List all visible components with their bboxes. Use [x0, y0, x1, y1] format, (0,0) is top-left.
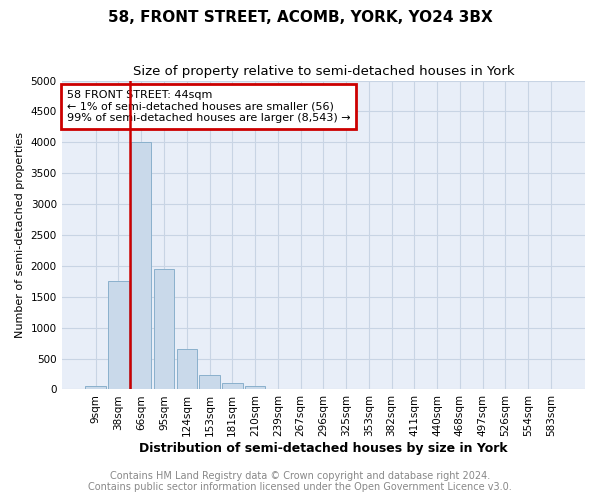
Bar: [85, 386, 106, 390]
Y-axis label: Number of semi-detached properties: Number of semi-detached properties: [15, 132, 25, 338]
Bar: [108, 282, 129, 390]
Bar: [245, 386, 265, 390]
Text: 58, FRONT STREET, ACOMB, YORK, YO24 3BX: 58, FRONT STREET, ACOMB, YORK, YO24 3BX: [107, 10, 493, 25]
Bar: [154, 269, 174, 390]
Bar: [176, 350, 197, 390]
Text: Contains HM Land Registry data © Crown copyright and database right 2024.
Contai: Contains HM Land Registry data © Crown c…: [88, 471, 512, 492]
Title: Size of property relative to semi-detached houses in York: Size of property relative to semi-detach…: [133, 65, 514, 78]
Text: 58 FRONT STREET: 44sqm
← 1% of semi-detached houses are smaller (56)
99% of semi: 58 FRONT STREET: 44sqm ← 1% of semi-deta…: [67, 90, 350, 123]
Bar: [199, 374, 220, 390]
X-axis label: Distribution of semi-detached houses by size in York: Distribution of semi-detached houses by …: [139, 442, 508, 455]
Bar: [131, 142, 151, 390]
Bar: [268, 388, 288, 390]
Bar: [222, 384, 242, 390]
